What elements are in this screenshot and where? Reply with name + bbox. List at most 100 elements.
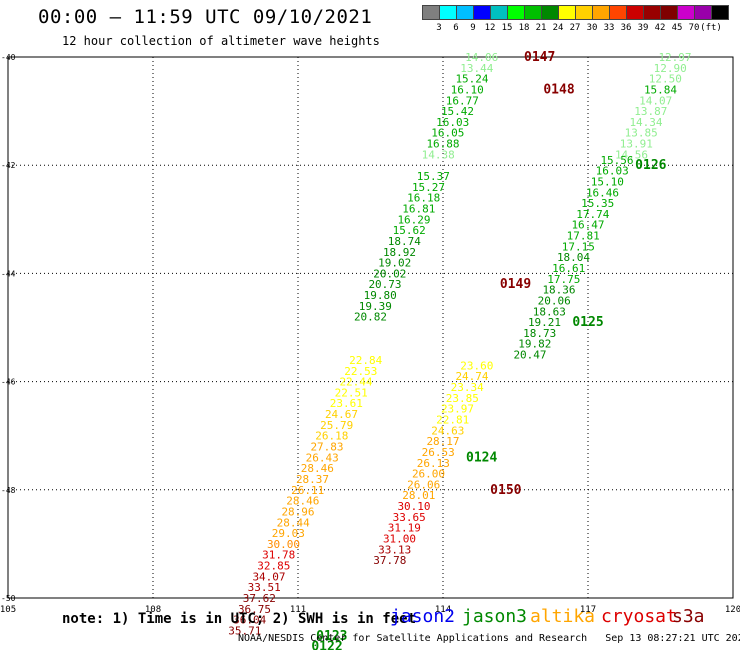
wave-height-point: 15.56 [600, 154, 633, 167]
wave-height-point: 31.00 [383, 532, 416, 545]
pass-label: 0126 [635, 158, 666, 173]
wave-height-point: 12.97 [658, 51, 691, 64]
wave-height-point: 28.37 [296, 473, 329, 486]
x-tick-label: 111 [290, 605, 306, 615]
footer-note: note: 1) Time is in UTC; 2) SWH is in fe… [62, 611, 417, 627]
wave-height-point: 14.06 [465, 51, 498, 64]
x-tick-label: 120 [725, 605, 740, 615]
wave-height-point: 26.06 [407, 478, 440, 491]
wave-height-point: 19.02 [378, 257, 411, 270]
wave-height-point: 19.80 [364, 289, 397, 302]
colorbar-label: 42 [654, 23, 666, 33]
y-tick-label: -46 [1, 378, 16, 387]
wave-height-point: 26.00 [412, 468, 445, 481]
wave-height-point: 28.01 [402, 489, 435, 502]
x-tick-label: 105 [0, 605, 16, 615]
colorbar-label: 70 [688, 23, 700, 33]
wave-height-point: 30.00 [267, 538, 300, 551]
wave-height-point: 17.81 [567, 230, 600, 243]
colorbar-label: 33 [603, 23, 615, 33]
wave-height-point: 26.13 [417, 457, 450, 470]
wave-height-point: 15.27 [412, 181, 445, 194]
wave-height-point: 22.81 [436, 413, 469, 426]
wave-height-point: 20.06 [538, 294, 571, 307]
satellite-jason3: jason3 [462, 606, 528, 627]
wave-height-point: 28.96 [281, 505, 314, 518]
wave-height-point: 12.90 [654, 62, 687, 75]
pass-label: 0124 [466, 450, 497, 465]
wave-height-point: 16.61 [552, 262, 585, 275]
satellite-cryosat: cryosat [601, 606, 677, 627]
colorbar-label: 24 [552, 23, 564, 33]
chart-subtitle: 12 hour collection of altimeter wave hei… [62, 34, 380, 48]
wave-height-point: 28.44 [277, 516, 310, 529]
colorbar-label: 3 [436, 23, 442, 33]
wave-height-point: 23.34 [451, 381, 484, 394]
wave-height-point: 14.38 [422, 148, 455, 161]
wave-height-point: 23.97 [441, 403, 474, 416]
colorbar-label: 18 [518, 23, 530, 33]
wave-height-point: 16.29 [397, 213, 430, 226]
wave-height-point: 16.81 [402, 202, 435, 215]
wave-height-point: 16.10 [451, 83, 484, 96]
wave-height-point: 17.74 [576, 208, 609, 221]
wave-height-point: 20.82 [354, 311, 387, 324]
colorbar-label: 27 [569, 23, 581, 33]
wave-height-point: 23.61 [330, 397, 363, 410]
x-tick-label: 117 [580, 605, 596, 615]
wave-height-point: 16.77 [446, 94, 479, 107]
wave-height-point: 18.92 [383, 246, 416, 259]
wave-height-point: 15.37 [417, 170, 450, 183]
wave-height-point: 25.79 [320, 419, 353, 432]
y-tick-label: -50 [1, 594, 16, 603]
colorbar-label: (ft) [700, 23, 722, 33]
y-tick-label: -44 [1, 269, 16, 278]
wave-height-point: 24.63 [431, 424, 464, 437]
x-tick-label: 114 [435, 605, 451, 615]
wave-height-point: 15.62 [393, 224, 426, 237]
satellite-jason2: jason2 [390, 606, 456, 627]
colorbar-label: 30 [586, 23, 598, 33]
wave-height-point: 29.03 [272, 527, 305, 540]
wave-height-point: 19.82 [518, 338, 551, 351]
wave-height-point: 12.50 [649, 73, 682, 86]
pass-label: 0125 [572, 315, 603, 330]
colorbar-label: 45 [671, 23, 683, 33]
wave-height-point: 14.56 [615, 148, 648, 161]
wave-height-point: 15.10 [591, 175, 624, 188]
colorbar-label: 39 [637, 23, 649, 33]
wave-height-point: 34.07 [252, 570, 285, 583]
wave-height-point: 15.84 [644, 83, 677, 96]
wave-height-point: 15.35 [581, 197, 614, 210]
wave-height-point: 33.13 [378, 543, 411, 556]
wave-height-point: 20.73 [368, 278, 401, 291]
wave-height-point: 13.91 [620, 138, 653, 151]
pass-label: 0150 [490, 483, 521, 498]
wave-height-point: 22.51 [335, 386, 368, 399]
wave-height-point: 26.11 [291, 484, 324, 497]
wave-height-point: 16.03 [596, 165, 629, 178]
wave-height-point: 24.74 [455, 370, 488, 383]
wave-height-point: 16.18 [407, 192, 440, 205]
wave-height-point: 28.17 [426, 435, 459, 448]
wave-height-point: 35.71 [228, 624, 261, 637]
x-tick-label: 108 [145, 605, 161, 615]
wave-height-point: 16.03 [436, 116, 469, 129]
satellite-altika: altika [530, 606, 596, 627]
wave-height-point: 33.51 [248, 581, 281, 594]
colorbar-label: 12 [484, 23, 496, 33]
colorbar-label: 21 [535, 23, 547, 33]
wave-height-point: 36.04 [233, 614, 266, 627]
wave-height-point: 27.83 [310, 441, 343, 454]
colorbar-label: 15 [501, 23, 513, 33]
wave-height-point: 22.53 [344, 365, 377, 378]
pass-label: 0123 [316, 629, 347, 644]
wave-height-point: 20.47 [513, 349, 546, 362]
colorbar-swatch [711, 5, 729, 20]
wave-height-point: 33.65 [393, 511, 426, 524]
wave-height-point: 13.85 [625, 127, 658, 140]
wave-height-point: 37.78 [373, 554, 406, 567]
wave-height-point: 13.44 [460, 62, 493, 75]
wave-height-point: 15.24 [455, 73, 488, 86]
